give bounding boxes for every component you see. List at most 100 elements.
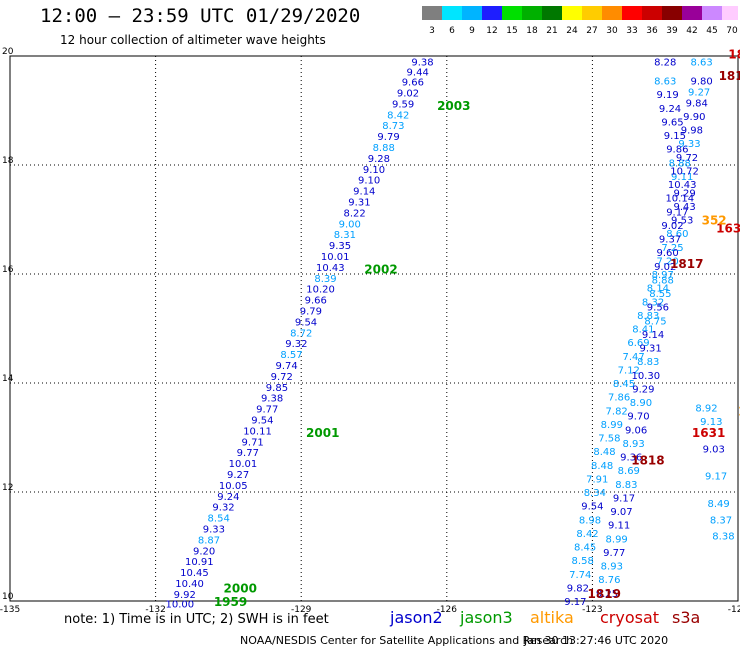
swh-value: 8.83 <box>637 357 659 368</box>
swh-value: 8.34 <box>584 488 606 499</box>
swh-value: 9.17 <box>564 597 586 608</box>
swh-value: 9.17 <box>705 472 727 483</box>
swh-value: 9.85 <box>266 383 288 394</box>
swh-value: 10.01 <box>229 459 258 470</box>
swh-value: 9.10 <box>358 176 380 187</box>
colorbar-swatch <box>422 6 442 20</box>
swh-value: 9.28 <box>368 154 390 165</box>
swh-value: 9.15 <box>664 131 686 142</box>
swh-value: 7.47 <box>623 352 645 363</box>
lon-tick-label: -132 <box>145 605 165 615</box>
lon-tick-label: -126 <box>437 605 458 615</box>
lat-tick-label: 10 <box>2 592 14 602</box>
swh-value: 7.20 <box>656 256 678 267</box>
swh-value: 9.24 <box>659 104 681 115</box>
swh-value: 9.56 <box>647 303 669 314</box>
lat-tick-label: 18 <box>2 156 14 166</box>
swh-value: 9.54 <box>295 317 317 328</box>
colorbar-swatch <box>582 6 602 20</box>
swh-value: 8.22 <box>343 208 365 219</box>
swh-value: 8.63 <box>690 57 712 68</box>
swh-value: 8.14 <box>647 284 669 295</box>
swh-value: 10.43 <box>316 263 345 274</box>
swh-value: 9.43 <box>673 202 695 213</box>
swh-value: 9.32 <box>285 339 307 350</box>
swh-value: 8.92 <box>695 404 717 415</box>
swh-value: 8.90 <box>630 398 652 409</box>
lat-tick-label: 12 <box>2 483 13 493</box>
swh-value: 8.55 <box>649 289 671 300</box>
pass-time-label: 2003 <box>437 99 470 113</box>
colorbar-label: 24 <box>566 26 578 36</box>
colorbar-swatch <box>622 6 642 20</box>
swh-value: 9.54 <box>581 502 603 513</box>
colorbar-label: 45 <box>706 26 717 36</box>
swh-value: 9.27 <box>227 470 249 481</box>
swh-value: 10.01 <box>321 252 350 263</box>
swh-value: 6.69 <box>627 338 649 349</box>
swh-value: 9.90 <box>683 112 705 123</box>
swh-value: 9.33 <box>203 525 225 536</box>
colorbar-swatch <box>482 6 502 20</box>
pass-time-label: 1 <box>738 404 740 418</box>
swh-value: 10.11 <box>243 426 272 437</box>
swh-value: 10.00 <box>166 600 195 611</box>
swh-value: 8.58 <box>572 556 594 567</box>
swh-value: 9.59 <box>392 99 414 110</box>
swh-value: 9.38 <box>261 394 283 405</box>
swh-value: 9.86 <box>666 145 688 156</box>
pass-time-label: 2001 <box>306 426 339 440</box>
swh-value: 9.14 <box>642 330 664 341</box>
swh-value: 9.06 <box>625 425 647 436</box>
swh-value: 7.86 <box>608 393 630 404</box>
colorbar-swatch <box>642 6 662 20</box>
swh-value: 9.66 <box>402 78 424 89</box>
swh-value: 7.82 <box>606 406 628 417</box>
swh-value: 8.57 <box>280 350 302 361</box>
pass-time-label: 181 <box>719 69 740 83</box>
swh-value: 8.76 <box>598 575 620 586</box>
pass-time-label: 352 <box>702 214 727 228</box>
swh-value: 7.91 <box>586 474 608 485</box>
swh-value: 9.72 <box>676 153 698 164</box>
swh-value: 9.66 <box>305 296 327 307</box>
swh-value: 9.37 <box>659 235 681 246</box>
colorbar-label: 21 <box>546 26 557 36</box>
swh-value: 9.29 <box>673 188 695 199</box>
swh-value: 9.77 <box>237 448 259 459</box>
colorbar-swatch <box>502 6 522 20</box>
swh-value: 9.10 <box>363 165 385 176</box>
pass-time-label: 1817 <box>670 257 703 271</box>
swh-value: 8.72 <box>290 328 312 339</box>
swh-value: 8.88 <box>652 275 674 286</box>
swh-value: 9.82 <box>567 583 589 594</box>
swh-value: 7.12 <box>618 365 640 376</box>
swh-value: 9.20 <box>193 546 215 557</box>
swh-value: 7.74 <box>569 570 591 581</box>
lon-tick-label: -135 <box>0 605 20 615</box>
swh-value: 8.98 <box>579 515 601 526</box>
swh-value: 8.31 <box>334 230 356 241</box>
swh-value: 9.31 <box>348 198 370 209</box>
swh-value: 8.28 <box>654 57 676 68</box>
swh-value: 8.48 <box>591 461 613 472</box>
swh-value: 9.02 <box>397 89 419 100</box>
swh-value: 9.53 <box>671 216 693 227</box>
colorbar-label: 3 <box>429 26 435 36</box>
swh-value: 9.72 <box>271 372 293 383</box>
swh-value: 8.83 <box>637 311 659 322</box>
swh-value: 9.36 <box>620 453 642 464</box>
swh-value: 10.43 <box>668 180 697 191</box>
colorbar-label: 42 <box>686 26 697 36</box>
colorbar-swatch <box>602 6 622 20</box>
legend-altika: altika <box>530 608 574 627</box>
pass-time-label: 18 <box>728 47 740 61</box>
swh-value: 9.25 <box>596 589 618 600</box>
colorbar-label: 18 <box>526 26 538 36</box>
swh-value: 10.05 <box>219 481 248 492</box>
colorbar-label: 9 <box>469 26 475 36</box>
swh-value: 8.88 <box>669 158 691 169</box>
swh-value: 9.44 <box>407 67 429 78</box>
colorbar-label: 12 <box>486 26 497 36</box>
